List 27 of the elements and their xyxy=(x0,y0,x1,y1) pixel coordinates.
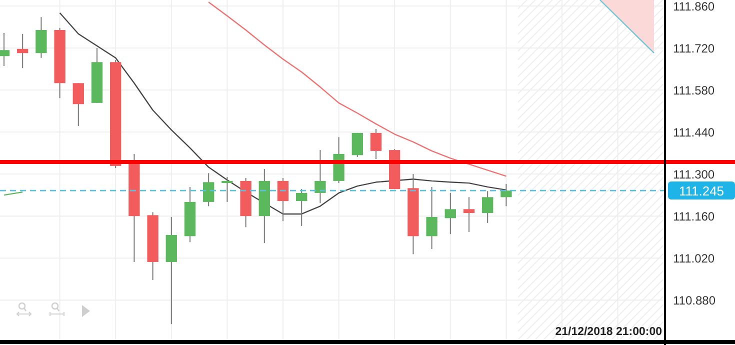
candlestick xyxy=(17,33,28,69)
candlestick xyxy=(296,188,308,226)
candlestick xyxy=(463,196,475,232)
candlestick xyxy=(277,177,289,222)
candlestick xyxy=(482,190,494,224)
y-tick-label: 111.580 xyxy=(673,84,715,98)
candlestick xyxy=(72,82,84,127)
candlestick xyxy=(203,172,214,207)
candlestick xyxy=(36,16,47,58)
line-series xyxy=(208,2,507,177)
y-tick-label: 111.300 xyxy=(673,168,715,182)
candlestick xyxy=(444,192,456,235)
candlestick xyxy=(314,150,326,204)
candlestick xyxy=(0,32,10,67)
candlestick xyxy=(370,128,382,160)
y-tick-label: 111.020 xyxy=(673,252,715,266)
candlestick xyxy=(222,176,233,202)
y-tick-label: 111.440 xyxy=(673,126,715,140)
ref-line-label: 111.245 xyxy=(678,184,724,199)
candlestick xyxy=(352,132,363,158)
text: 21/12/2018 21:00:00 xyxy=(555,326,662,338)
candlestick xyxy=(426,186,438,250)
y-tick-label: 111.720 xyxy=(673,42,715,56)
candlestick xyxy=(500,183,512,207)
y-tick-label: 111.860 xyxy=(673,0,715,14)
y-tick-label: 110.880 xyxy=(673,294,716,308)
y-tick-label: 111.160 xyxy=(673,210,715,224)
